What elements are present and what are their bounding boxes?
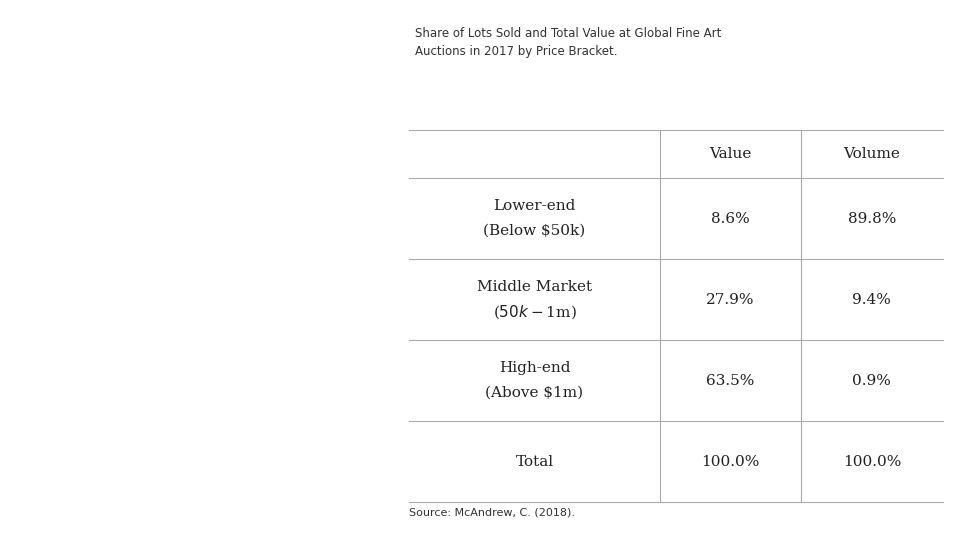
Text: The auction segment of the market, now
accounts for almost half of the total fin: The auction segment of the market, now a… — [49, 364, 312, 414]
Text: 100.0%: 100.0% — [702, 455, 759, 469]
Text: Share of Lots Sold and Total Value at Global Fine Art
Auctions in 2017 by Price : Share of Lots Sold and Total Value at Gl… — [415, 27, 721, 58]
Text: •: • — [27, 251, 34, 264]
Text: Source: McAndrew, C. (2018).: Source: McAndrew, C. (2018). — [409, 508, 575, 518]
Text: •: • — [27, 456, 34, 469]
Text: Middle Market: Middle Market — [477, 280, 592, 294]
Text: 8.6%: 8.6% — [711, 212, 750, 226]
Text: 100.0%: 100.0% — [843, 455, 901, 469]
Text: The upper-end of the art market is
characterized by highly personal
relations an: The upper-end of the art market is chara… — [49, 456, 287, 503]
Text: 27.9%: 27.9% — [707, 293, 755, 307]
Text: Total: Total — [516, 455, 554, 469]
Text: The bulk of the number of transactions –
volume- is concentrated at the lower-
e: The bulk of the number of transactions –… — [49, 251, 312, 310]
Text: (iii) Concentration and: (iii) Concentration and — [45, 117, 335, 137]
Text: 0.9%: 0.9% — [852, 374, 891, 388]
Text: •: • — [27, 364, 34, 377]
Text: 63.5%: 63.5% — [707, 374, 755, 388]
Text: Volume: Volume — [844, 147, 900, 161]
Text: High-end: High-end — [499, 361, 570, 375]
Text: 9.4%: 9.4% — [852, 293, 891, 307]
Text: ($50k - $1m): ($50k - $1m) — [492, 303, 576, 321]
Text: (Below $50k): (Below $50k) — [484, 224, 586, 238]
Text: (Above $1m): (Above $1m) — [486, 386, 584, 400]
Text: Lower-end: Lower-end — [493, 199, 576, 213]
Text: Polarization: Polarization — [114, 160, 266, 181]
Text: 89.8%: 89.8% — [848, 212, 896, 226]
Text: Value: Value — [709, 147, 752, 161]
